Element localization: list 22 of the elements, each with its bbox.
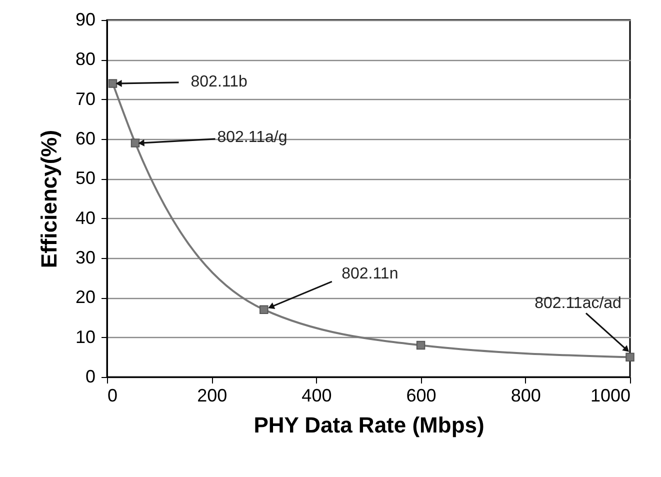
x-tick-label: 200 [197,386,228,406]
x-tick-label: 400 [302,386,332,406]
annotation: 802.11ac/ad [534,295,622,312]
annotation: 802.11a/g [217,128,288,146]
y-tick-label: 30 [75,248,96,268]
annotation: 802.11b [190,73,248,90]
y-tick-label: 90 [75,10,96,30]
y-tick-label: 80 [75,49,96,70]
x-tick-label: 800 [510,386,541,406]
y-tick-label: 60 [75,128,96,148]
y-tick-label: 10 [75,326,96,347]
x-tick-label: 600 [406,386,436,406]
y-tick-label: 0 [85,366,96,386]
y-axis-title: Efficiency(%) [36,130,62,268]
x-tick-label: 1000 [590,386,630,406]
x-tick-label: 0 [108,386,118,406]
annotation: 802.11n [342,266,398,283]
y-tick-label: 40 [75,208,96,228]
y-tick-label: 70 [75,88,96,109]
y-tick-label: 20 [75,287,96,308]
x-axis-title: PHY Data Rate (Mbps) [254,412,484,438]
y-tick-label: 50 [75,168,96,188]
